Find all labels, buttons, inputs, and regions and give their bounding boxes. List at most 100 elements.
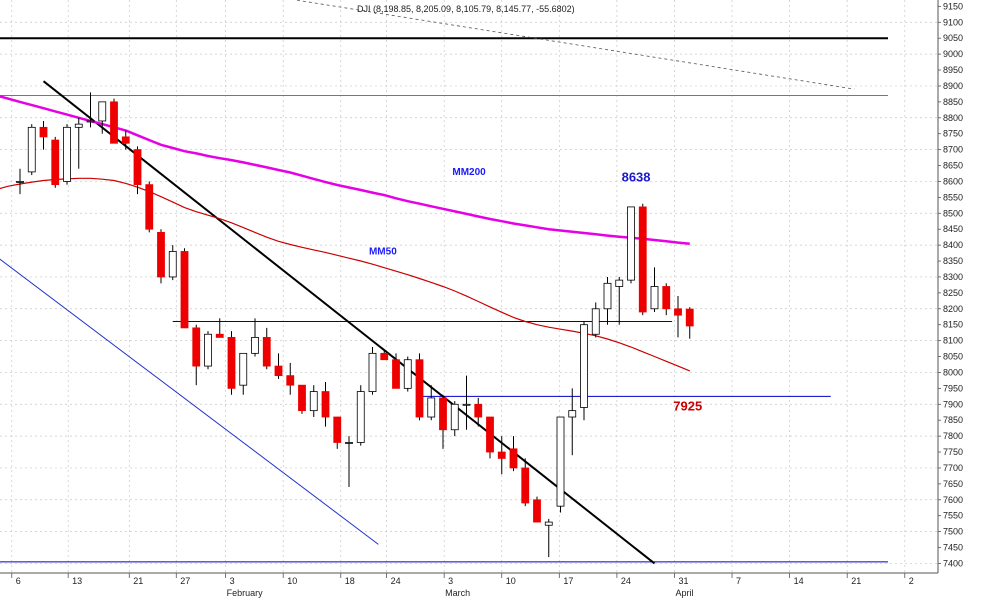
x-tick-label-16: 21	[851, 576, 861, 586]
candle-body-43	[521, 467, 530, 504]
x-tick-label-13: 31	[678, 576, 688, 586]
y-tick-label-8300: 8300	[943, 272, 963, 282]
candle-14	[180, 248, 189, 329]
y-tick-label-8550: 8550	[943, 192, 963, 202]
candle-24	[298, 384, 306, 414]
candle-body-56	[674, 308, 682, 316]
channel-blue	[0, 258, 379, 545]
candle-body-34	[415, 359, 424, 418]
candle-body-55	[662, 286, 671, 310]
x-month-label-13: April	[675, 588, 693, 598]
candle-29	[356, 385, 365, 446]
candle-0	[16, 168, 24, 195]
candle-40	[486, 416, 494, 459]
y-tick-label-7500: 7500	[943, 527, 963, 537]
y-tick-label-8350: 8350	[943, 256, 963, 266]
annotation-0: MM200	[452, 167, 486, 178]
candle-body-11	[145, 184, 154, 230]
candle-body-16	[204, 333, 212, 367]
candle-body-36	[439, 397, 447, 431]
y-tick-label-8950: 8950	[943, 65, 963, 75]
candle-body-2	[39, 126, 48, 138]
y-tick-label-8400: 8400	[943, 240, 963, 250]
candle-45	[544, 518, 553, 558]
y-tick-label-7400: 7400	[943, 558, 963, 568]
x-month-label-9: March	[445, 588, 470, 598]
candle-body-41	[497, 451, 506, 459]
candle-3	[51, 136, 60, 188]
candle-37	[450, 401, 459, 437]
candle-body-49	[591, 308, 600, 335]
candle-body-12	[157, 231, 165, 278]
candle-30	[368, 346, 377, 395]
annotation-3: 7925	[673, 399, 702, 414]
candle-17	[215, 318, 224, 338]
candle-48	[580, 321, 588, 421]
x-tick-label-7: 18	[345, 576, 355, 586]
x-tick-label-10: 10	[506, 576, 516, 586]
candle-body-39	[474, 403, 483, 418]
candle-body-7	[98, 101, 107, 122]
candle-body-1	[27, 126, 36, 173]
y-tick-label-7600: 7600	[943, 495, 963, 505]
candle-body-45	[544, 521, 553, 526]
candle-32	[392, 353, 400, 389]
candle-50	[603, 276, 612, 325]
candle-body-28	[345, 442, 353, 444]
y-tick-label-9150: 9150	[943, 1, 963, 11]
annotation-1: MM50	[369, 247, 397, 258]
series-mm50	[0, 177, 691, 372]
candle-42	[509, 436, 518, 472]
candle-25	[309, 385, 318, 418]
y-tick-label-8600: 8600	[943, 176, 963, 186]
candle-52	[627, 206, 635, 284]
candle-2	[39, 120, 48, 150]
candle-body-30	[368, 352, 377, 392]
candle-43	[521, 458, 530, 507]
x-tick-label-2: 13	[72, 576, 82, 586]
candle-body-35	[427, 397, 436, 418]
x-tick-label-17: 2	[909, 576, 914, 586]
y-tick-label-8650: 8650	[943, 161, 963, 171]
candle-body-52	[627, 206, 635, 281]
candle-19	[239, 352, 248, 395]
candle-body-20	[251, 337, 259, 354]
y-tick-label-8200: 8200	[943, 304, 963, 314]
candle-body-13	[168, 251, 177, 278]
candle-12	[157, 229, 165, 284]
y-tick-label-8700: 8700	[943, 145, 963, 155]
candle-7	[98, 101, 107, 134]
candle-body-21	[262, 337, 271, 367]
candle-23	[286, 362, 295, 395]
y-tick-label-7450: 7450	[943, 543, 963, 553]
x-tick-label-8: 24	[391, 576, 401, 586]
candle-body-31	[380, 352, 389, 361]
candle-11	[145, 181, 154, 233]
candle-6	[86, 92, 95, 128]
x-tick-label-14: 7	[736, 576, 741, 586]
candle-body-48	[580, 324, 588, 408]
candle-body-42	[509, 448, 518, 469]
annotations: MM200 MM50 8638 7925	[369, 167, 702, 414]
candle-13	[168, 245, 177, 281]
candle-body-15	[192, 327, 201, 367]
x-axis: 361321273February1018243March10172431Apr…	[0, 572, 938, 598]
candle-body-26	[321, 391, 330, 418]
y-tick-label-8100: 8100	[943, 336, 963, 346]
candle-body-57	[685, 308, 694, 327]
x-tick-label-5: 3	[230, 576, 235, 586]
candle-55	[662, 283, 671, 316]
x-tick-label-3: 21	[133, 576, 143, 586]
candle-body-4	[63, 126, 71, 182]
candle-21	[262, 327, 271, 370]
y-tick-label-7650: 7650	[943, 479, 963, 489]
candle-body-10	[133, 149, 142, 186]
x-tick-label-1: 6	[16, 576, 21, 586]
candle-4	[63, 124, 71, 185]
candle-body-23	[286, 375, 295, 386]
x-tick-label-11: 17	[563, 576, 573, 586]
candle-body-8	[110, 101, 118, 144]
candle-41	[497, 436, 506, 475]
y-tick-label-7800: 7800	[943, 431, 963, 441]
